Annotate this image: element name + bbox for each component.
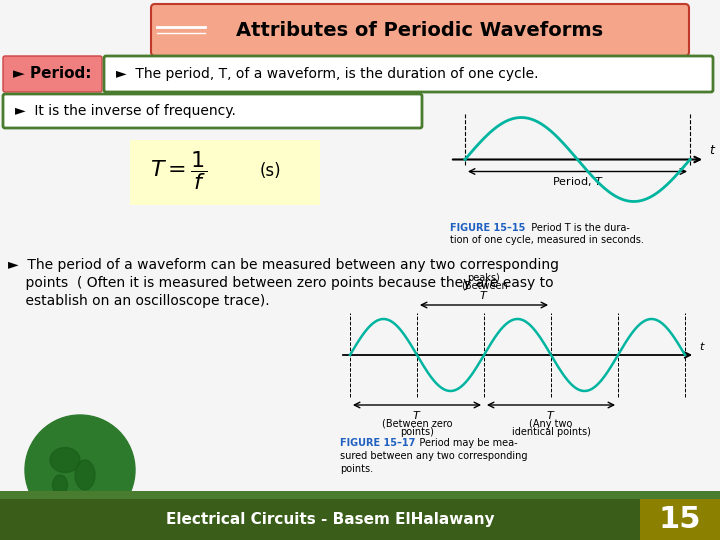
Text: (s): (s) [260, 161, 282, 179]
Circle shape [25, 415, 135, 525]
Bar [640, 499, 720, 540]
Text: establish on an oscilloscope trace).: establish on an oscilloscope trace). [8, 294, 269, 308]
Text: FIGURE 15–17: FIGURE 15–17 [340, 438, 415, 448]
Text: 15: 15 [659, 505, 701, 534]
Text: Period T is the dura-: Period T is the dura- [525, 223, 630, 233]
Text: $T$: $T$ [480, 289, 489, 301]
FancyBboxPatch shape [151, 4, 689, 56]
FancyBboxPatch shape [104, 56, 713, 92]
Bar [130, 140, 320, 205]
Text: $T$: $T$ [413, 409, 422, 421]
FancyBboxPatch shape [3, 94, 422, 128]
FancyBboxPatch shape [3, 56, 102, 92]
Text: Period may be mea-: Period may be mea- [410, 438, 518, 448]
Text: $T$: $T$ [546, 409, 556, 421]
Text: (Between: (Between [461, 281, 508, 291]
Text: ► Period:: ► Period: [13, 66, 91, 82]
Text: $t$: $t$ [709, 144, 716, 157]
Text: sured between any two corresponding: sured between any two corresponding [340, 451, 528, 461]
Text: $t$: $t$ [699, 340, 706, 352]
Text: Period, $T$: Period, $T$ [552, 174, 603, 187]
Text: ►  The period, T, of a waveform, is the duration of one cycle.: ► The period, T, of a waveform, is the d… [116, 67, 539, 81]
Ellipse shape [75, 460, 95, 490]
Text: ►  The period of a waveform can be measured between any two corresponding: ► The period of a waveform can be measur… [8, 258, 559, 272]
Text: ►  It is the inverse of frequency.: ► It is the inverse of frequency. [15, 104, 236, 118]
Text: peaks): peaks) [467, 273, 500, 283]
Text: points): points) [400, 427, 434, 437]
Text: Electrical Circuits - Basem ElHalawany: Electrical Circuits - Basem ElHalawany [166, 512, 495, 527]
Text: points.: points. [340, 464, 373, 474]
Text: identical points): identical points) [512, 427, 590, 437]
Ellipse shape [53, 475, 68, 495]
Bar [0, 499, 720, 540]
Text: tion of one cycle, measured in seconds.: tion of one cycle, measured in seconds. [450, 235, 644, 245]
Text: points  ( Often it is measured between zero points because they are easy to: points ( Often it is measured between ze… [8, 276, 554, 290]
Text: (Between zero: (Between zero [382, 419, 452, 429]
Text: $T = \dfrac{1}{f}$: $T = \dfrac{1}{f}$ [150, 149, 207, 192]
Text: FIGURE 15–15: FIGURE 15–15 [450, 223, 526, 233]
Ellipse shape [50, 448, 80, 472]
Text: Attributes of Periodic Waveforms: Attributes of Periodic Waveforms [236, 21, 603, 39]
Bar [0, 491, 720, 499]
Text: (Any two: (Any two [529, 419, 572, 429]
